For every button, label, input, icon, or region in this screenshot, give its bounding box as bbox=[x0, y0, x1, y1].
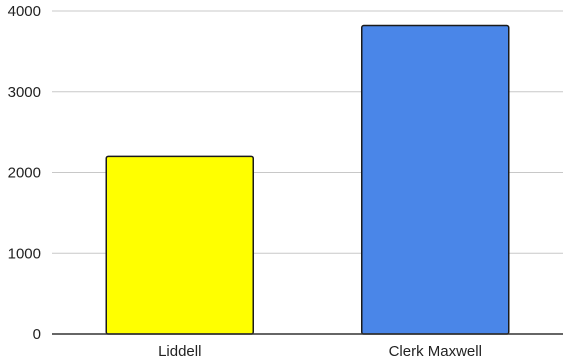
y-axis-ticks: 0 1000 2000 3000 4000 bbox=[8, 3, 41, 343]
y-tick-label: 4000 bbox=[8, 3, 41, 20]
x-axis-labels: Liddell Clerk Maxwell bbox=[158, 343, 482, 360]
x-tick-label: Clerk Maxwell bbox=[389, 343, 482, 360]
y-tick-label: 3000 bbox=[8, 84, 41, 101]
y-tick-label: 0 bbox=[33, 326, 41, 343]
bar-clerk-maxwell bbox=[361, 24, 510, 335]
bar-liddell bbox=[105, 155, 254, 335]
bars bbox=[105, 24, 510, 335]
y-tick-label: 1000 bbox=[8, 245, 41, 262]
x-tick-label: Liddell bbox=[158, 343, 201, 360]
y-tick-label: 2000 bbox=[8, 165, 41, 182]
